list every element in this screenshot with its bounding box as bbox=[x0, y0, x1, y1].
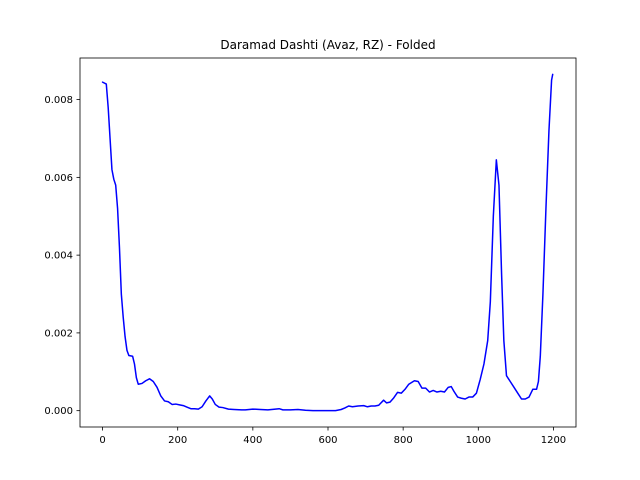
y-axis: 0.000 0.002 0.004 0.006 0.008 bbox=[44, 95, 80, 417]
plot-frame bbox=[79, 57, 577, 428]
x-axis: 0 200 400 600 800 1000 1200 bbox=[99, 427, 566, 446]
x-tick-label: 600 bbox=[318, 435, 337, 446]
y-tick-label: 0.008 bbox=[44, 95, 73, 106]
y-tick-label: 0.004 bbox=[44, 251, 73, 262]
x-tick-label: 200 bbox=[168, 435, 187, 446]
x-tick-label: 800 bbox=[394, 435, 413, 446]
x-tick-label: 1200 bbox=[541, 435, 566, 446]
chart-title: Daramad Dashti (Avaz, RZ) - Folded bbox=[220, 38, 435, 52]
series-line bbox=[101, 73, 554, 412]
x-tick-label: 0 bbox=[99, 435, 105, 446]
x-tick-label: 1000 bbox=[466, 435, 491, 446]
x-tick-label: 400 bbox=[243, 435, 262, 446]
y-tick-label: 0.006 bbox=[44, 173, 73, 184]
y-tick-label: 0.000 bbox=[44, 406, 73, 417]
series-layer bbox=[101, 73, 554, 412]
y-tick-label: 0.002 bbox=[44, 328, 73, 339]
